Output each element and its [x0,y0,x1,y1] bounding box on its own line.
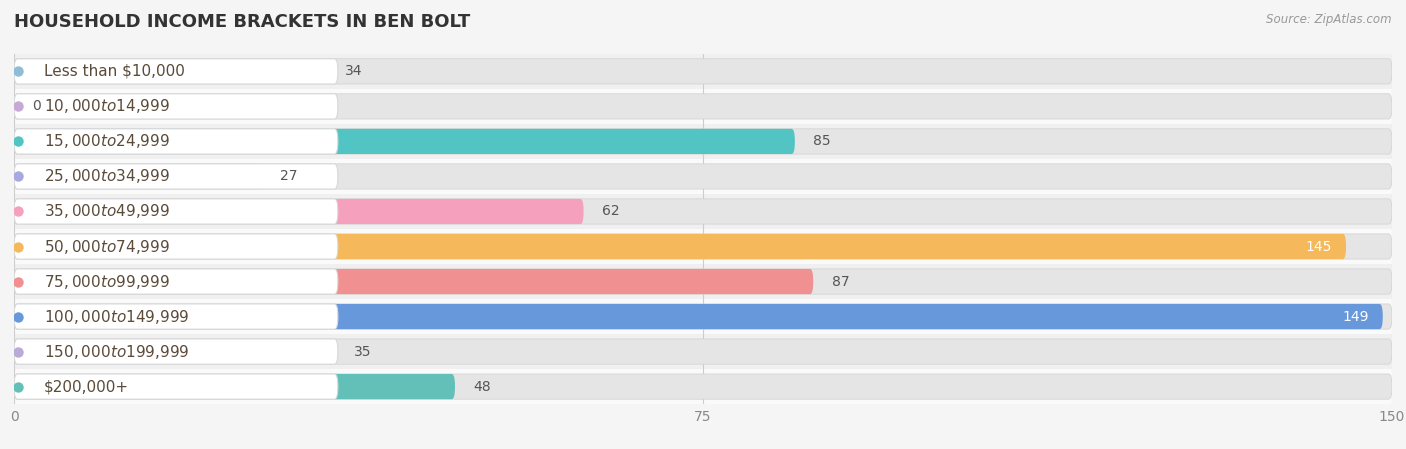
Text: $150,000 to $199,999: $150,000 to $199,999 [44,343,188,361]
FancyBboxPatch shape [14,269,1392,294]
Text: $200,000+: $200,000+ [44,379,129,394]
FancyBboxPatch shape [14,304,1382,329]
FancyBboxPatch shape [14,234,1346,259]
FancyBboxPatch shape [14,269,337,294]
FancyBboxPatch shape [14,199,583,224]
FancyBboxPatch shape [14,374,456,399]
FancyBboxPatch shape [14,304,337,329]
Text: 87: 87 [831,274,849,289]
FancyBboxPatch shape [14,164,337,189]
Text: 62: 62 [602,204,620,219]
Text: 0: 0 [32,99,41,114]
Bar [14,54,1392,89]
FancyBboxPatch shape [14,129,1392,154]
Text: $75,000 to $99,999: $75,000 to $99,999 [44,273,170,291]
Text: $100,000 to $149,999: $100,000 to $149,999 [44,308,188,326]
FancyBboxPatch shape [14,94,337,119]
FancyBboxPatch shape [14,129,794,154]
Bar [14,334,1392,369]
Text: Less than $10,000: Less than $10,000 [44,64,184,79]
FancyBboxPatch shape [14,164,262,189]
Text: 145: 145 [1306,239,1333,254]
FancyBboxPatch shape [14,59,1392,84]
Bar [14,369,1392,404]
Text: $15,000 to $24,999: $15,000 to $24,999 [44,132,170,150]
FancyBboxPatch shape [14,374,1392,399]
Bar [14,89,1392,124]
FancyBboxPatch shape [14,339,336,364]
FancyBboxPatch shape [14,164,1392,189]
FancyBboxPatch shape [14,94,1392,119]
Text: $25,000 to $34,999: $25,000 to $34,999 [44,167,170,185]
FancyBboxPatch shape [14,304,1392,329]
FancyBboxPatch shape [14,129,337,154]
FancyBboxPatch shape [14,59,337,84]
Bar [14,194,1392,229]
Text: 27: 27 [280,169,298,184]
Text: 48: 48 [474,379,491,394]
Bar [14,299,1392,334]
FancyBboxPatch shape [14,339,337,364]
FancyBboxPatch shape [14,234,1392,259]
Bar [14,124,1392,159]
Text: 35: 35 [354,344,371,359]
Text: Source: ZipAtlas.com: Source: ZipAtlas.com [1267,13,1392,26]
Bar [14,229,1392,264]
Text: $10,000 to $14,999: $10,000 to $14,999 [44,97,170,115]
Bar [14,264,1392,299]
FancyBboxPatch shape [14,269,813,294]
Text: 85: 85 [813,134,831,149]
FancyBboxPatch shape [14,339,1392,364]
FancyBboxPatch shape [14,199,337,224]
Text: $35,000 to $49,999: $35,000 to $49,999 [44,202,170,220]
FancyBboxPatch shape [14,199,1392,224]
Text: 149: 149 [1343,309,1369,324]
Text: 34: 34 [344,64,363,79]
Text: HOUSEHOLD INCOME BRACKETS IN BEN BOLT: HOUSEHOLD INCOME BRACKETS IN BEN BOLT [14,13,471,31]
Bar [14,159,1392,194]
FancyBboxPatch shape [14,374,337,399]
FancyBboxPatch shape [14,234,337,259]
Text: $50,000 to $74,999: $50,000 to $74,999 [44,238,170,255]
FancyBboxPatch shape [14,59,326,84]
